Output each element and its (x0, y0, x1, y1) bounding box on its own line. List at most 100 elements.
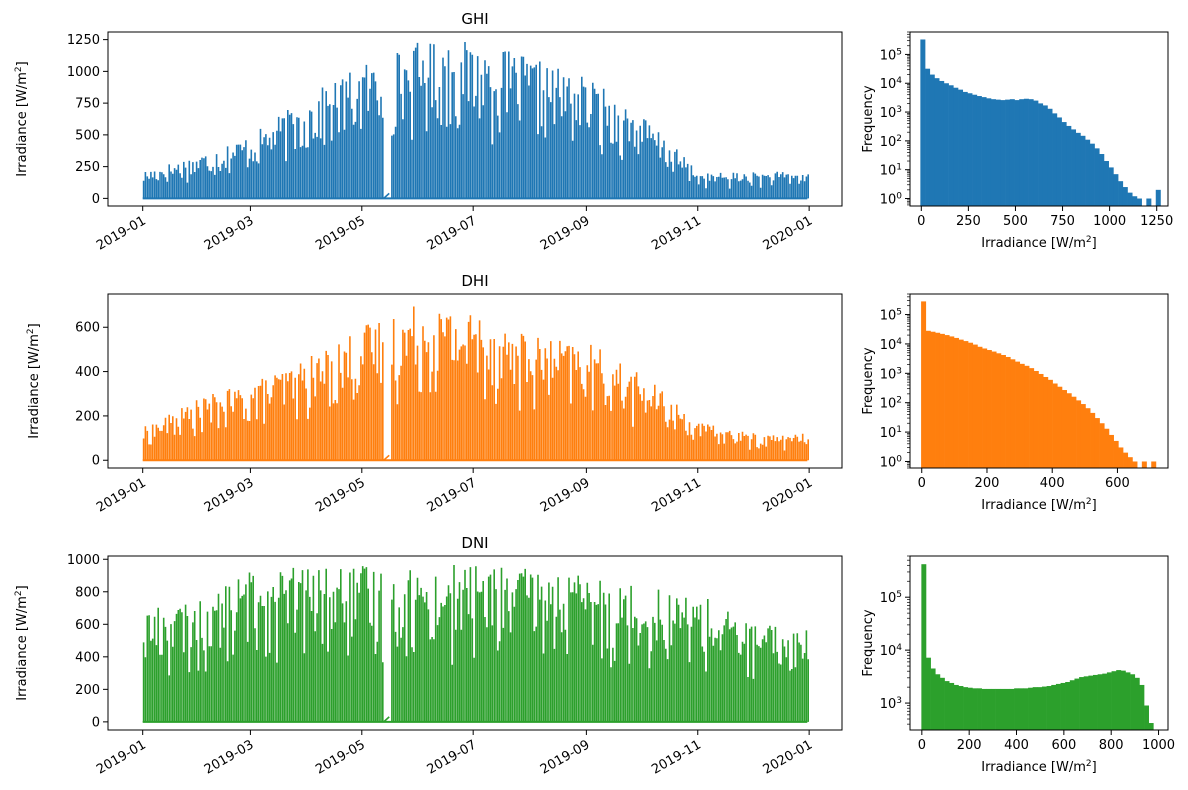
y-tick-label: 103 (880, 696, 902, 712)
y-axis-label: Irradiance [W/m2] (26, 323, 42, 438)
hist-bar (926, 657, 931, 730)
x-tick-label: 800 (1099, 738, 1124, 753)
hist-bar (1019, 363, 1025, 468)
hist-bar (1029, 368, 1035, 468)
hist-bar (1127, 192, 1133, 206)
hist-bar (1023, 98, 1029, 206)
x-tick-label: 1000 (1093, 214, 1126, 229)
hist-bar (986, 350, 992, 468)
hist-bar (1000, 355, 1006, 468)
hist-bar (1080, 404, 1086, 468)
hist-bar (1009, 688, 1015, 730)
y-axis-label: Frequency (861, 347, 876, 414)
y-axis-label: Frequency (861, 609, 876, 676)
x-tick-label: 2019-09 (538, 737, 593, 777)
hist-bar (944, 335, 950, 468)
hist-bar (921, 564, 927, 730)
x-tick-label: 200 (975, 476, 1000, 491)
hist-bar (1075, 132, 1081, 206)
hist-bar (972, 94, 978, 206)
hist-bar (1079, 677, 1085, 730)
x-tick-label: 0 (918, 476, 926, 491)
hist-bar (935, 332, 941, 468)
x-tick-label: 2019-01 (94, 737, 149, 777)
hist-bar (1134, 677, 1140, 730)
hist-bar (1056, 117, 1062, 206)
hist-bar (930, 331, 936, 468)
y-tick-label: 104 (880, 76, 903, 92)
hist-bar (929, 74, 935, 206)
hist-bar (925, 68, 931, 206)
hist-bar (1113, 174, 1119, 206)
hist-bar (1076, 400, 1082, 468)
y-tick-label: 101 (880, 163, 902, 179)
hist-bar (996, 353, 1002, 468)
hist-bar (1123, 452, 1129, 468)
hist-bar (921, 301, 927, 468)
x-tick-label: 2019-11 (649, 737, 704, 777)
x-tick-label: 2019-09 (538, 213, 593, 253)
hist-bar (934, 78, 940, 206)
hist-bar (1069, 680, 1075, 730)
series-spikes (142, 42, 809, 199)
hist-bar (1024, 365, 1030, 468)
y-tick-label: 102 (880, 396, 902, 412)
hist-bar (920, 39, 926, 206)
hist-bar (1014, 100, 1020, 206)
hist-bar (1151, 461, 1157, 468)
hist-bar (1139, 684, 1145, 730)
x-tick-label: 200 (957, 738, 982, 753)
hist-bar (981, 97, 987, 206)
hist-bar (1132, 461, 1138, 468)
hist-bar (1085, 408, 1091, 468)
hist-bar (1019, 99, 1025, 206)
hist-bar (1038, 373, 1044, 468)
hist-bar (1028, 687, 1033, 730)
hist-bar (1047, 379, 1053, 468)
x-tick-label: 500 (1003, 214, 1028, 229)
hist-bar (968, 342, 974, 468)
hist-bar (1055, 683, 1061, 730)
x-tick-label: 0 (918, 738, 926, 753)
hist-bar (1051, 684, 1057, 730)
hist-bar (958, 339, 964, 468)
hist-bar (1004, 688, 1010, 730)
x-tick-label: 2019-09 (538, 475, 593, 515)
x-tick-label: 2019-03 (202, 213, 257, 253)
hist-bar (963, 687, 969, 730)
hist-bar (953, 87, 959, 206)
x-tick-label: 2019-07 (425, 737, 480, 777)
x-tick-label: 2019-11 (649, 213, 704, 253)
hist-bar (1074, 678, 1080, 730)
axes-frame (107, 555, 843, 731)
y-tick-label: 102 (880, 134, 902, 150)
hist-bar (977, 346, 983, 468)
chart-title: DNI (461, 534, 488, 552)
hist-bar (1010, 359, 1016, 468)
hist-bar (1108, 167, 1114, 206)
hist-bar (986, 98, 992, 206)
x-tick-label: 2020-01 (761, 213, 816, 253)
hist-bar (943, 83, 949, 206)
hist-bar (939, 677, 945, 730)
hist-bar (1122, 187, 1128, 206)
hist-bar (1015, 361, 1021, 468)
hist-bar (972, 344, 978, 468)
hist-bar (1097, 674, 1103, 730)
y-tick-label: 100 (880, 454, 903, 470)
series-dni (142, 565, 809, 723)
x-tick-label: 2019-11 (649, 475, 704, 515)
hist-bar (1118, 181, 1124, 206)
hist-bar (1057, 386, 1063, 468)
y-tick-label: 103 (880, 366, 902, 382)
y-tick-label: 400 (75, 365, 100, 380)
x-tick-label: 750 (1050, 214, 1075, 229)
hist-bar (1093, 674, 1098, 730)
hist-bar (1104, 428, 1110, 468)
hist-bar (1023, 688, 1029, 730)
hist-bar (1127, 457, 1133, 468)
hist-bar (976, 96, 982, 206)
y-tick-label: 800 (75, 585, 100, 600)
hist-bar (953, 684, 959, 730)
y-tick-label: 0 (92, 192, 100, 207)
